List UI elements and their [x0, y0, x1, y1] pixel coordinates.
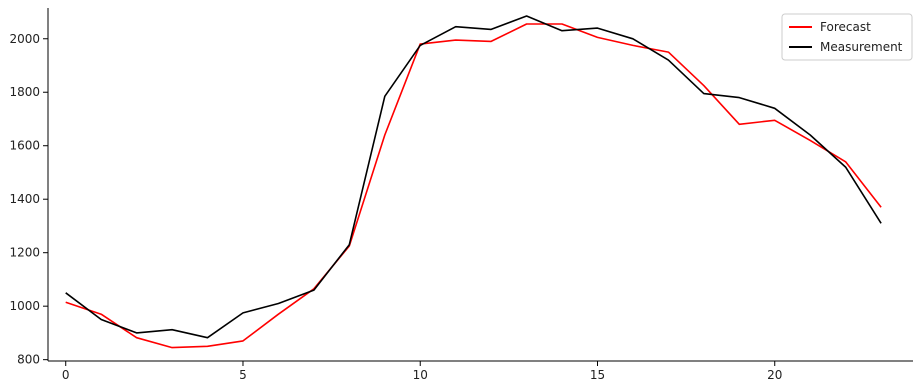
legend: Forecast Measurement [781, 13, 913, 61]
y-tick-label: 1600 [9, 139, 40, 153]
y-tick-label: 2000 [9, 32, 40, 46]
x-tick-label: 20 [767, 368, 782, 382]
series-lines [65, 15, 882, 349]
legend-label-measurement: Measurement [820, 40, 903, 54]
legend-label-forecast: Forecast [820, 20, 871, 34]
y-tick-label: 800 [17, 353, 40, 367]
y-tick-label: 1000 [9, 299, 40, 313]
legend-box [781, 13, 913, 61]
x-tick-label: 5 [239, 368, 247, 382]
series-line-forecast [65, 23, 882, 349]
y-tick-label: 1800 [9, 85, 40, 99]
x-tick-label: 15 [590, 368, 605, 382]
y-tick-label: 1200 [9, 246, 40, 260]
y-tick-label: 1400 [9, 192, 40, 206]
axes: 0 5 10 15 20 800 1000 1200 1400 1600 1800 2000 [9, 8, 913, 382]
x-tick-label: 10 [413, 368, 428, 382]
series-line-measurement [65, 15, 882, 339]
x-tick-label: 0 [62, 368, 70, 382]
